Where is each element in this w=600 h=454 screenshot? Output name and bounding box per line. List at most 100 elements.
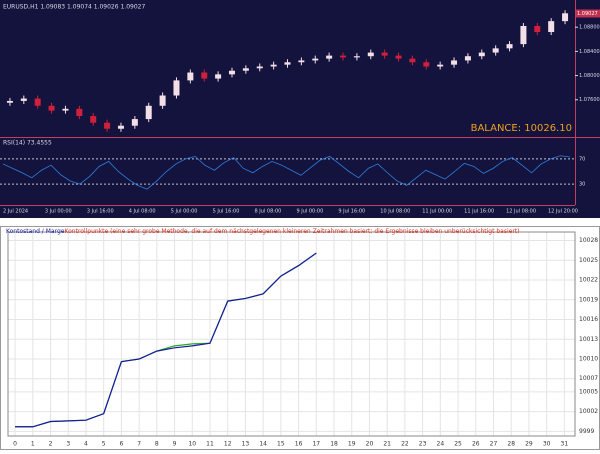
y-tick-label: 1.08800 [579,25,600,31]
time-label: 10 Jul 08:00 [380,209,410,215]
x-tick-label: 8 [155,441,159,448]
x-tick-label: 16 [295,441,303,448]
candle-body [284,62,291,65]
x-tick-label: 17 [312,441,320,448]
time-label: 5 Jul 16:00 [213,209,240,215]
time-label: 5 Jul 00:00 [171,209,198,215]
x-tick-label: 23 [419,441,427,448]
x-tick-label: 26 [472,441,480,448]
candle-body [506,44,513,49]
y-tick-label: 10022 [579,277,598,284]
x-tick-label: 25 [454,441,462,448]
x-tick-label: 31 [561,441,569,448]
x-tick-label: 20 [366,441,374,448]
x-tick-label: 7 [137,441,141,448]
indicator-title: RSI(14) 73.4555 [3,140,52,147]
time-label: 4 Jul 08:00 [129,209,156,215]
y-tick-label: 1.08400 [579,49,600,55]
x-tick-label: 10 [188,441,196,448]
candle-body [90,116,97,123]
candle-body [423,62,430,67]
candle-body [187,72,194,81]
y-tick-label: 10005 [579,388,598,395]
x-tick-label: 30 [543,441,551,448]
balance-annotation: BALANCE: 10026.10 [471,123,572,134]
note: Kontrollpunkte (eine sehr grobe Methode,… [64,228,519,235]
y-tick-label: 10002 [579,408,598,415]
candle-body [6,100,13,103]
y-tick-label: 10025 [579,257,598,264]
candle-body [131,119,138,126]
candle-body [215,74,222,79]
candle-body [395,55,402,59]
x-tick-label: 11 [206,441,214,448]
candle-body [145,105,152,120]
candle-body [326,55,333,59]
candle-body [492,48,499,53]
time-label: 12 Jul 08:00 [506,209,536,215]
current-price-box [576,9,600,18]
candle-body [104,122,111,129]
x-tick-label: 27 [490,441,498,448]
candle-body [228,70,235,75]
x-tick-label: 9 [173,441,177,448]
candle-body [34,98,41,106]
x-tick-label: 28 [507,441,515,448]
y-tick-label: 10010 [579,356,598,363]
candle-body [451,60,458,65]
candle-body [409,58,416,63]
x-tick-label: 15 [277,441,285,448]
candle-body [520,25,527,45]
candle-body [76,108,83,117]
candle-body [353,56,360,58]
y-tick-label: 10028 [579,237,598,244]
candle-body [298,60,305,63]
y-tick-label: 9999 [579,428,594,435]
x-tick-label: 18 [330,441,338,448]
candle-body [117,125,124,129]
candle-body [20,98,27,101]
x-tick-label: 1 [31,441,35,448]
x-tick-label: 5 [102,441,106,448]
candle-body [242,68,249,71]
x-tick-label: 21 [383,441,391,448]
y-tick-label: 30 [579,182,585,188]
x-tick-label: 3 [66,441,70,448]
x-tick-label: 0 [13,441,17,448]
candle-body [256,66,263,69]
time-label: 12 Jul 20:00 [548,209,578,215]
bottom-panel [0,226,600,450]
time-label: 3 Jul 00:00 [45,209,72,215]
time-label: 2 Jul 2024 [3,209,28,215]
time-label: 3 Jul 16:00 [87,209,114,215]
x-tick-label: 4 [84,441,88,448]
time-label: 11 Jul 16:00 [464,209,494,215]
candle-body [562,13,569,22]
y-tick-label: 10016 [579,316,598,323]
legend: Kontostand / MargeKontrollpunkte (eine s… [6,228,520,235]
x-tick-label: 22 [401,441,409,448]
candle-body [340,55,347,58]
time-label: 9 Jul 16:00 [338,209,365,215]
chart-title: EURUSD,H1 1.09083 1.09074 1.09026 1.0902… [3,4,145,11]
y-tick-label: 10013 [579,336,598,343]
x-tick-label: 29 [525,441,533,448]
x-tick-label: 14 [259,441,267,448]
top-panel [0,0,600,218]
x-tick-label: 12 [224,441,232,448]
candle-body [534,25,541,33]
x-tick-label: 13 [242,441,250,448]
y-tick-label: 1.08000 [579,73,600,79]
time-label: 9 Jul 00:00 [296,209,323,215]
candle-body [159,95,166,106]
chart-title: Kontostand / Marge [6,228,65,235]
candle-body [312,58,319,61]
candle-body [478,52,485,57]
y-tick-label: 70 [579,156,585,162]
current-price: 1.09027 [577,11,598,17]
y-tick-label: 10019 [579,296,598,303]
x-tick-label: 6 [119,441,123,448]
plot-border [7,231,576,437]
time-label: 11 Jul 00:00 [422,209,452,215]
